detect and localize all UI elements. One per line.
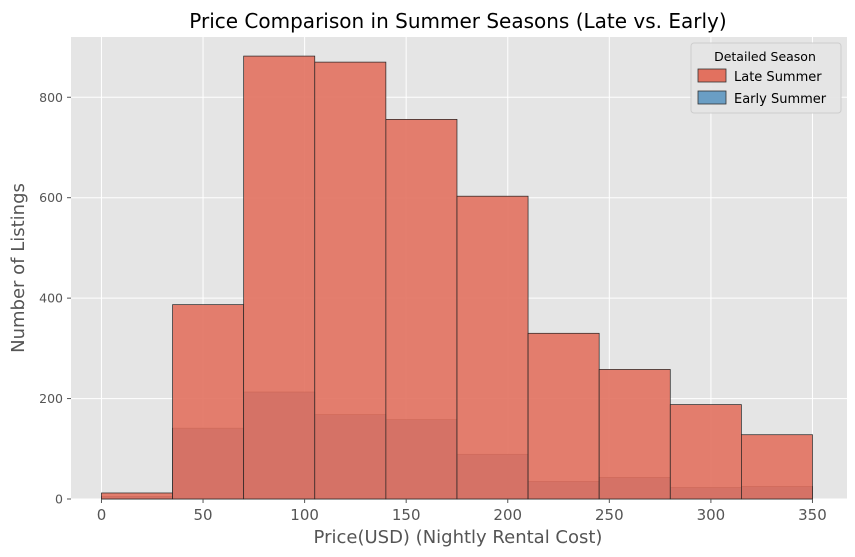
x-tick-label: 200 <box>493 506 522 524</box>
late-summer-bar <box>669 404 742 500</box>
late-summer-bar <box>243 55 316 500</box>
legend-box <box>690 42 842 114</box>
legend-title: Detailed Season <box>714 49 816 64</box>
legend-label-early-summer: Early Summer <box>734 92 827 107</box>
legend-swatch-early-summer <box>697 90 727 105</box>
late-summer-bar <box>385 119 458 500</box>
late-summer-bar <box>598 369 671 500</box>
x-tick-label: 300 <box>697 506 726 524</box>
x-tick-label: 350 <box>798 506 827 524</box>
legend-swatch-late-summer <box>697 68 727 83</box>
late-summer-bar <box>741 434 813 500</box>
y-axis-title: Number of Listings <box>8 183 29 353</box>
x-tick-label: 50 <box>193 506 212 524</box>
y-tick-label: 600 <box>39 190 63 205</box>
late-summer-bar <box>172 304 245 500</box>
y-tick-label: 200 <box>39 391 63 406</box>
legend: Detailed Season Late Summer Early Summer <box>690 42 842 114</box>
x-tick-label: 150 <box>392 506 421 524</box>
late-summer-bar <box>527 332 600 500</box>
chart-title: Price Comparison in Summer Seasons (Late… <box>189 9 726 33</box>
y-tick-label: 800 <box>39 90 63 105</box>
x-axis-title: Price(USD) (Nightly Rental Cost) <box>314 527 603 548</box>
x-tick-label: 250 <box>595 506 624 524</box>
y-axis-ticks: 0 200 400 600 800 <box>39 90 71 507</box>
late-summer-bars <box>101 55 813 500</box>
late-summer-bar <box>101 492 173 500</box>
late-summer-bar <box>314 61 387 500</box>
y-tick-label: 0 <box>55 492 63 507</box>
late-summer-bar <box>456 195 529 500</box>
x-axis-ticks: 0 50 100 150 200 250 300 350 <box>97 499 827 524</box>
x-tick-label: 0 <box>97 506 107 524</box>
y-tick-label: 400 <box>39 291 63 306</box>
x-tick-label: 100 <box>290 506 319 524</box>
legend-label-late-summer: Late Summer <box>734 70 822 85</box>
